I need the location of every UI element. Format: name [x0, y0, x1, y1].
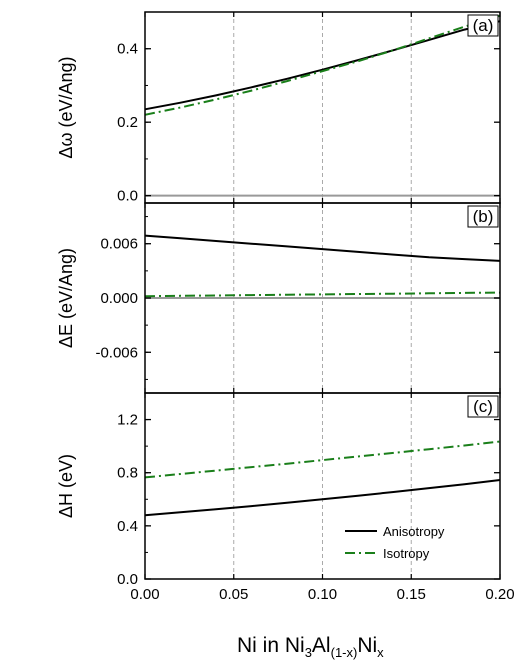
panel-tag-box: [467, 395, 499, 418]
xlabel-sub1: 3: [305, 645, 312, 660]
x-axis-title: Ni in Ni3Al(1-x)Nix: [237, 634, 384, 660]
x-tick-label: 0.00: [130, 586, 159, 603]
series-line-isotropy: [144, 14, 501, 116]
series-line-isotropy: [144, 291, 501, 298]
panel-tag: (a): [473, 16, 494, 35]
svg-text:Ni in Ni3Al(1-x)Nix: Ni in Ni3Al(1-x)Nix: [237, 634, 384, 660]
x-tick-label: 0.05: [219, 586, 248, 603]
x-tick-label: 0.10: [308, 586, 337, 603]
y-axis-title: Δω (eV/Ang): [56, 56, 76, 158]
legend: Anisotropy Isotropy: [345, 524, 445, 561]
panel-tag: (b): [473, 207, 494, 226]
y-tick-label: 0.0: [117, 188, 138, 205]
y-tick-label: 0.006: [100, 236, 138, 253]
xlabel-mid: Al: [312, 634, 331, 657]
y-axis-title: ΔH (eV): [56, 454, 76, 518]
panels-group: 0.0 0.2 0.4 Δω (eV/Ang) (a) 0.006 0.000 -0.006 Δ…: [56, 11, 515, 603]
xlabel-main: Ni in Ni: [237, 634, 305, 657]
panel-tag-box: [467, 14, 499, 37]
x-tick-label: 0.15: [397, 586, 426, 603]
legend-label-isotropy: Isotropy: [383, 546, 430, 561]
series-line-anisotropy: [144, 20, 501, 111]
panel-tag: (c): [473, 397, 493, 416]
y-tick-label: 0.2: [117, 114, 138, 131]
xlabel-sub2: (1-x): [331, 645, 358, 660]
series-line-anisotropy: [144, 234, 501, 262]
xlabel-end: Ni: [357, 634, 377, 657]
panel-tag-box: [467, 205, 499, 228]
y-tick-label: 0.4: [117, 41, 138, 58]
xlabel-sub3: x: [377, 645, 384, 660]
y-tick-label: 0.8: [117, 465, 138, 482]
y-tick-label: 1.2: [117, 412, 138, 429]
y-tick-label: 0.0: [117, 571, 138, 588]
y-tick-label: 0.4: [117, 518, 138, 535]
y-tick-label: 0.000: [100, 290, 138, 307]
legend-label-anisotropy: Anisotropy: [383, 524, 445, 539]
series-line-anisotropy: [144, 479, 501, 517]
y-tick-label: -0.006: [95, 344, 138, 361]
panel-3: 1.2 0.8 0.4 0.00.00 0.05 0.10 0.15 0.20 ΔH (eV) (…: [56, 392, 515, 603]
panel-1: 0.0 0.2 0.4 Δω (eV/Ang) (a): [56, 11, 501, 205]
panel-2: 0.006 0.000 -0.006 ΔE (eV/Ang) (b): [56, 202, 501, 394]
x-tick-label: 0.20: [485, 586, 514, 603]
y-axis-title: ΔE (eV/Ang): [56, 248, 76, 348]
